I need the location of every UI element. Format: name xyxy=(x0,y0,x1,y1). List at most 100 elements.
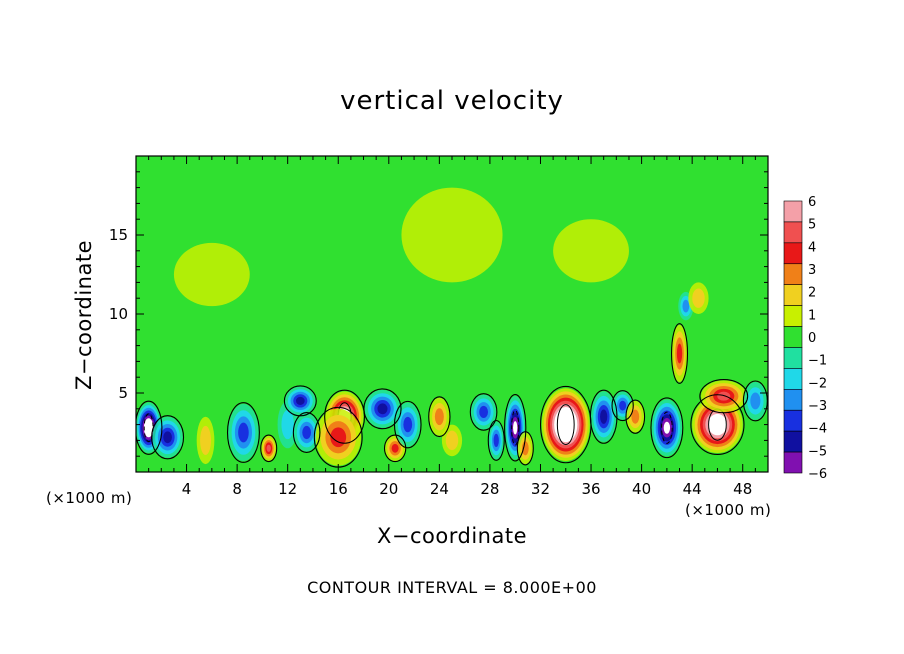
field-feature xyxy=(517,432,533,465)
feature-level xyxy=(238,422,249,443)
contour-line xyxy=(611,390,634,422)
colorbar-swatch xyxy=(783,389,803,411)
field-feature xyxy=(688,282,709,315)
field-feature xyxy=(671,325,688,382)
colorbar-label: 5 xyxy=(808,218,816,233)
x-tick-label: 40 xyxy=(632,480,651,498)
contour-interval-note: CONTOUR INTERVAL = 8.000E+00 xyxy=(307,578,597,597)
contour-line xyxy=(650,397,684,459)
feature-level xyxy=(434,408,444,426)
colorbar-swatch xyxy=(783,451,803,474)
field-feature xyxy=(488,421,504,460)
contour-line xyxy=(671,323,689,384)
feature-level xyxy=(200,425,211,455)
feature-level xyxy=(600,409,608,424)
colorbar-label: 3 xyxy=(808,263,816,278)
feature-level xyxy=(391,443,399,453)
field-feature xyxy=(541,388,590,461)
field-feature xyxy=(261,435,277,461)
field-feature xyxy=(743,381,767,420)
feature-level xyxy=(513,425,518,431)
feature-level xyxy=(445,430,459,451)
feature-level xyxy=(715,422,720,427)
colorbar: 6 5 4 3 2 1 0 −1 −2 −3 −4 −5 −6 xyxy=(783,195,827,482)
contour-line xyxy=(516,431,534,466)
x-tick-label: 48 xyxy=(733,480,752,498)
colorbar-swatch xyxy=(783,430,803,453)
feature-level xyxy=(302,425,312,440)
field-feature xyxy=(228,404,259,461)
feature-level xyxy=(682,299,690,313)
field-feature xyxy=(285,386,316,416)
contour-line xyxy=(742,380,768,422)
contour-line xyxy=(625,399,646,434)
contour-line xyxy=(504,394,527,462)
contour-line xyxy=(260,434,278,463)
colorbar-label: −2 xyxy=(808,376,827,391)
field-feature xyxy=(315,408,361,466)
feature-level xyxy=(563,422,568,427)
contour-line xyxy=(324,389,366,444)
colorbar-label: −4 xyxy=(808,422,827,437)
field-feature xyxy=(401,187,503,283)
contour-line xyxy=(699,379,749,414)
contour-line xyxy=(487,419,505,461)
feature-level xyxy=(173,242,250,307)
colorbar-swatch xyxy=(783,326,803,348)
field-feature xyxy=(470,394,497,430)
contour-line xyxy=(383,434,407,463)
colorbar-label: −3 xyxy=(808,399,827,414)
y-tick-label: 10 xyxy=(109,305,128,323)
feature-level xyxy=(750,392,761,410)
x-tick-label: 12 xyxy=(278,480,297,498)
field-feature xyxy=(152,416,183,458)
feature-level xyxy=(631,409,640,424)
colorbar-swatch xyxy=(783,263,803,285)
feature-level xyxy=(401,187,503,283)
contour-line xyxy=(151,415,185,460)
feature-level xyxy=(692,288,705,308)
field-feature xyxy=(173,242,250,307)
contour-line xyxy=(393,400,422,449)
x-tick-label: 16 xyxy=(329,480,348,498)
x-axis-unit: (×1000 m) xyxy=(685,501,772,519)
field-feature xyxy=(701,380,747,412)
field-feature xyxy=(294,413,320,452)
field-feature xyxy=(385,435,406,461)
colorbar-label: −1 xyxy=(808,354,827,369)
colorbar-label: 6 xyxy=(808,195,816,210)
colorbar-swatch xyxy=(783,221,803,244)
feature-level xyxy=(266,444,271,452)
field-feature xyxy=(441,424,463,457)
y-tick-label: 15 xyxy=(109,226,128,244)
x-tick-label: 8 xyxy=(232,480,242,498)
feature-level xyxy=(377,403,388,415)
colorbar-swatch xyxy=(783,305,803,327)
contour-line xyxy=(556,404,575,446)
colorbar-label: −5 xyxy=(808,444,827,459)
feature-level xyxy=(163,431,172,444)
contour-line xyxy=(292,412,321,453)
contour-line xyxy=(136,400,163,455)
field-feature xyxy=(196,416,215,465)
colorbar-label: −6 xyxy=(808,467,827,482)
contour-line xyxy=(428,396,451,438)
feature-level xyxy=(553,219,629,283)
contour-line xyxy=(690,394,745,456)
colorbar-label: 2 xyxy=(808,286,816,301)
feature-level xyxy=(717,391,731,401)
contour-line xyxy=(589,389,618,444)
x-tick-label: 44 xyxy=(683,480,702,498)
x-tick-label: 4 xyxy=(182,480,192,498)
y-tick-label: 5 xyxy=(118,384,128,402)
feature-level xyxy=(676,343,683,364)
x-tick-label: 24 xyxy=(430,480,449,498)
colorbar-swatch xyxy=(783,242,803,265)
feature-level xyxy=(146,425,151,430)
contour-line xyxy=(226,402,260,463)
x-tick-label: 28 xyxy=(480,480,499,498)
x-tick-label: 36 xyxy=(581,480,600,498)
field-feature xyxy=(136,402,162,454)
field-feature xyxy=(429,397,450,436)
